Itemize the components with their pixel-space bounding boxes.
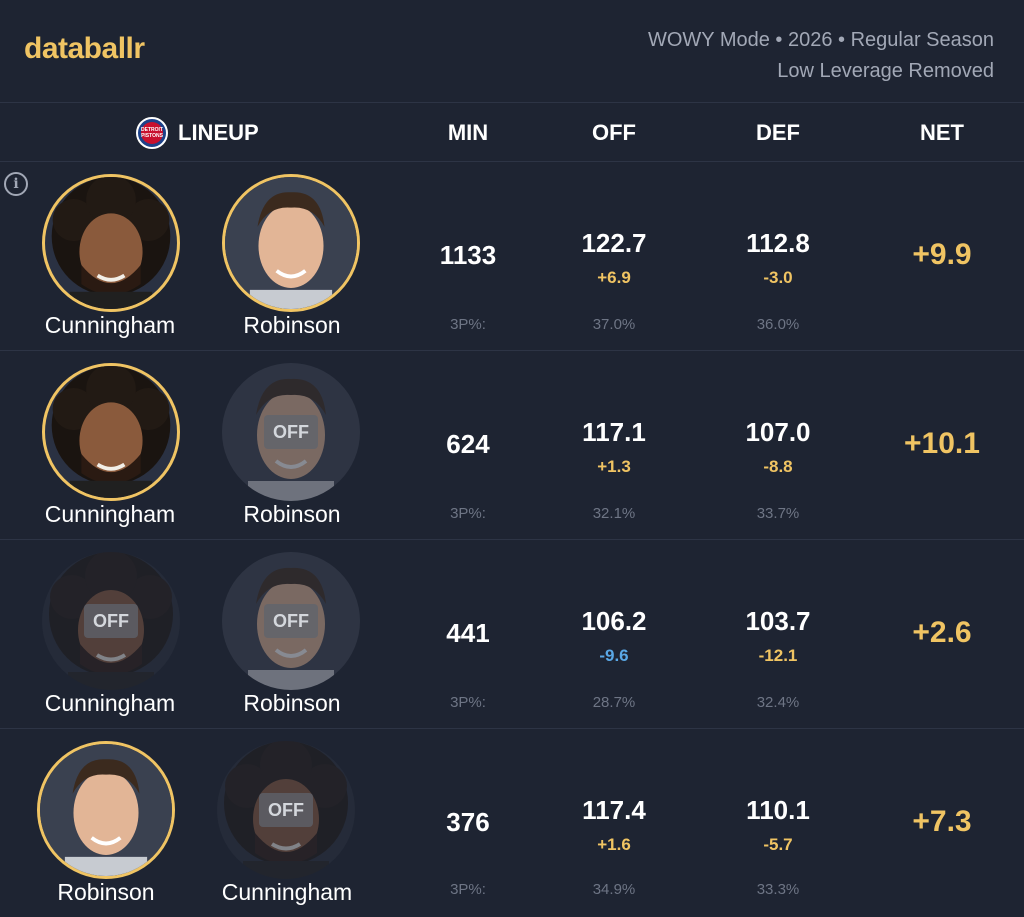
off-three-pct: 34.9% <box>592 881 636 898</box>
pistons-logo-icon: DETROIT PISTONS <box>136 117 168 149</box>
def-three-pct: 33.3% <box>756 881 800 898</box>
minutes-value: 1133 <box>439 240 497 270</box>
off-diff: -9.6 <box>599 646 629 665</box>
player-avatar <box>42 363 180 501</box>
player-name: Robinson <box>243 312 341 338</box>
player-name: Robinson <box>243 501 341 527</box>
three-pct-label: 3P%: <box>450 694 486 711</box>
player-avatar <box>42 174 180 312</box>
column-header-row: DETROIT PISTONS LINEUP MIN OFF DEF NET <box>0 103 1024 162</box>
off-rating: 106.2 <box>581 606 647 636</box>
info-icon[interactable]: i <box>4 172 28 196</box>
brand-logo[interactable]: databallr <box>24 32 145 65</box>
column-off[interactable]: OFF <box>592 120 636 145</box>
player-avatar <box>37 741 175 879</box>
def-diff: -12.1 <box>758 646 798 665</box>
filter-summary: WOWY Mode • 2026 • Regular Season Low Le… <box>648 25 994 87</box>
off-badge: OFF <box>264 604 318 638</box>
off-badge: OFF <box>84 604 138 638</box>
player-avatar-off: OFF <box>42 552 180 690</box>
def-rating: 110.1 <box>746 795 810 825</box>
three-pct-label: 3P%: <box>450 505 486 522</box>
off-three-pct: 32.1% <box>592 505 636 522</box>
def-diff: -5.7 <box>763 835 793 854</box>
player-name: Cunningham <box>44 312 176 338</box>
off-diff: +6.9 <box>597 268 631 287</box>
player-avatar <box>222 174 360 312</box>
column-net[interactable]: NET <box>920 120 964 145</box>
three-pct-label: 3P%: <box>450 316 486 333</box>
player-name: Cunningham <box>44 690 176 716</box>
filter-leverage-line: Low Leverage Removed <box>777 60 994 82</box>
filter-mode-line: WOWY Mode • 2026 • Regular Season <box>647 29 994 51</box>
three-pct-label: 3P%: <box>450 881 486 898</box>
off-rating: 117.1 <box>582 417 646 447</box>
column-lineup[interactable]: LINEUP <box>178 120 259 145</box>
column-def[interactable]: DEF <box>756 120 800 145</box>
def-three-pct: 32.4% <box>756 694 800 711</box>
player-avatar-off: OFF <box>222 552 360 690</box>
def-diff: -8.8 <box>763 457 793 476</box>
lineup-row[interactable]: OFF Robinson Cunningham 376 3P%: 117.4 +… <box>0 729 1024 917</box>
net-rating: +2.6 <box>912 616 972 649</box>
lineup-row[interactable]: OFF OFF Cunningham Robinson 441 3P%: 106… <box>0 540 1024 729</box>
off-badge: OFF <box>259 793 313 827</box>
player-name: Cunningham <box>221 879 353 905</box>
minutes-value: 441 <box>446 618 490 648</box>
def-three-pct: 33.7% <box>756 505 800 522</box>
off-three-pct: 28.7% <box>592 694 636 711</box>
def-diff: -3.0 <box>763 268 793 287</box>
net-rating: +10.1 <box>904 427 980 460</box>
minutes-value: 624 <box>446 429 490 459</box>
player-name: Robinson <box>243 690 341 716</box>
def-rating: 107.0 <box>745 417 811 447</box>
lineup-row[interactable]: OFF Cunningham Robinson 624 3P%: 117.1 +… <box>0 351 1024 540</box>
off-diff: +1.3 <box>597 457 631 476</box>
header: databallr WOWY Mode • 2026 • Regular Sea… <box>0 0 1024 103</box>
def-three-pct: 36.0% <box>756 316 800 333</box>
net-rating: +9.9 <box>912 238 972 271</box>
player-name: Cunningham <box>44 501 176 527</box>
def-rating: 103.7 <box>745 606 811 636</box>
off-badge: OFF <box>264 415 318 449</box>
def-rating: 112.8 <box>746 228 810 258</box>
minutes-value: 376 <box>446 807 490 837</box>
net-rating: +7.3 <box>912 805 972 838</box>
player-avatar-off: OFF <box>222 363 360 501</box>
column-min[interactable]: MIN <box>447 120 489 145</box>
off-rating: 122.7 <box>581 228 647 258</box>
off-rating: 117.4 <box>582 795 646 825</box>
off-three-pct: 37.0% <box>592 316 636 333</box>
player-avatar-off: OFF <box>217 741 355 879</box>
lineup-row[interactable]: Cunningham Robinson 1133 3P%: 122.7 +6.9… <box>0 162 1024 351</box>
off-diff: +1.6 <box>597 835 631 854</box>
player-name: Robinson <box>57 879 155 905</box>
